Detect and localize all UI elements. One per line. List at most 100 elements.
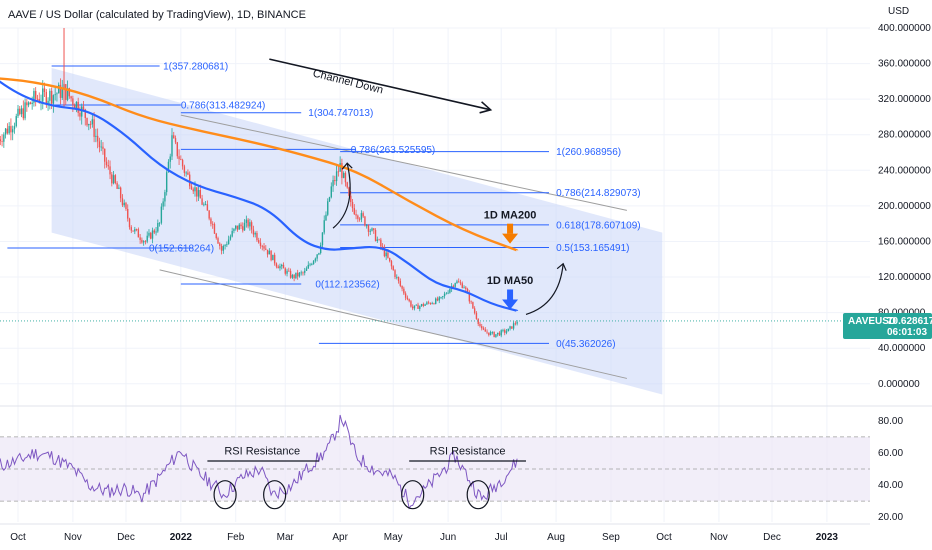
candle-bull — [319, 245, 322, 254]
ma200-label: 1D MA200 — [484, 209, 537, 221]
candle-bear — [465, 287, 467, 289]
candle-bull — [371, 228, 373, 231]
candle-bull — [227, 239, 230, 245]
x-tick-label: Jun — [440, 532, 456, 543]
candle-bull — [58, 84, 60, 94]
candle-bear — [459, 282, 462, 284]
candle-bear — [93, 119, 95, 137]
candle-bull — [325, 214, 327, 221]
candle-bull — [158, 222, 161, 224]
candle-bull — [81, 106, 83, 117]
fib-label: 0.5(153.165491) — [556, 243, 629, 254]
candle-bear — [192, 189, 194, 192]
candle-bull — [332, 180, 334, 187]
candle-bear — [380, 239, 382, 247]
fib-label: 0(112.123562) — [315, 280, 379, 291]
candle-bull — [491, 331, 494, 333]
candle-bear — [288, 270, 290, 272]
time-axis[interactable]: Oct Nov Dec 2022 Feb Mar Apr May Jun Jul Aug Sep Oct… — [10, 532, 838, 543]
candle-bear — [104, 148, 106, 162]
candle-bull — [31, 102, 33, 104]
candle-bull — [509, 326, 511, 329]
candle-bull — [222, 246, 225, 251]
candle-bull — [426, 302, 428, 305]
candle-bull — [52, 95, 55, 104]
fib-levels: 1(357.280681) 0.786(313.482924) 1(304.7470… — [7, 61, 641, 350]
candle-bull — [54, 94, 56, 96]
candle-bear — [72, 98, 74, 105]
ma50-line — [0, 80, 518, 312]
candle-bear — [475, 312, 478, 319]
candle-bull — [42, 88, 44, 102]
candle-bear — [270, 250, 272, 261]
candle-bear — [250, 222, 253, 230]
candle-bear — [334, 180, 336, 182]
candle-bear — [403, 288, 405, 294]
x-tick-label: Oct — [10, 532, 26, 543]
rsi-y-tick: 20.00 — [878, 512, 903, 523]
x-tick-label: 2023 — [816, 532, 839, 543]
candle-bear — [392, 266, 394, 271]
candle-bear — [511, 326, 513, 329]
candle-bear — [514, 323, 517, 325]
candle-bear — [390, 261, 393, 267]
candle-bear — [199, 190, 202, 199]
y-tick-label: 0.000000 — [878, 379, 920, 390]
candle-bull — [13, 126, 16, 130]
channel-upper-line — [180, 114, 627, 211]
x-tick-label: Dec — [117, 532, 135, 543]
rsi-y-tick: 80.00 — [878, 416, 903, 427]
candle-bear — [284, 268, 286, 274]
candle-bear — [408, 299, 410, 302]
candle-bear — [468, 292, 471, 302]
candle-bear — [6, 128, 9, 134]
candle-bull — [224, 245, 226, 247]
candle-bear — [116, 183, 118, 189]
candle-bull — [502, 330, 504, 331]
candle-bear — [212, 223, 214, 225]
candle-bear — [378, 239, 380, 241]
candle-bear — [273, 254, 276, 264]
candle-bear — [79, 112, 81, 117]
candle-bull — [235, 225, 237, 229]
fib-label: 0.786(313.482924) — [181, 100, 266, 111]
candle-bear — [174, 138, 177, 143]
y-tick-label: 280.000000 — [878, 130, 931, 141]
candle-bear — [153, 230, 155, 233]
candle-bull — [305, 268, 308, 271]
candle-bear — [293, 275, 295, 279]
candle-bear — [127, 208, 129, 219]
candle-bull — [307, 264, 309, 269]
candle-bear — [394, 270, 396, 277]
candle-bear — [289, 270, 292, 278]
candle-bear — [461, 283, 463, 288]
candle-bear — [125, 202, 127, 209]
candle-bear — [266, 249, 269, 255]
candle-bull — [376, 239, 379, 242]
candle-bull — [4, 128, 7, 135]
candle-bear — [429, 302, 432, 304]
candle-bear — [364, 216, 366, 226]
candle-bear — [247, 219, 249, 227]
x-tick-label: Apr — [332, 532, 348, 543]
x-tick-label: Aug — [547, 532, 565, 543]
candle-bear — [362, 213, 364, 217]
candle-bull — [314, 258, 317, 261]
y-tick-label: 360.000000 — [878, 59, 931, 70]
candle-bull — [165, 172, 168, 193]
candle-bull — [463, 287, 465, 289]
candle-bear — [210, 218, 212, 224]
candle-bull — [281, 264, 283, 267]
candle-bear — [196, 187, 198, 197]
candle-bull — [300, 272, 302, 274]
candle-bull — [142, 241, 145, 243]
candle-bear — [466, 288, 469, 293]
candle-bull — [8, 126, 10, 134]
candle-bear — [337, 171, 340, 173]
candle-bear — [181, 159, 184, 167]
candle-bear — [256, 232, 258, 241]
candle-bull — [134, 229, 136, 232]
candle-bear — [119, 187, 122, 199]
y-tick-label: 400.000000 — [878, 23, 931, 34]
